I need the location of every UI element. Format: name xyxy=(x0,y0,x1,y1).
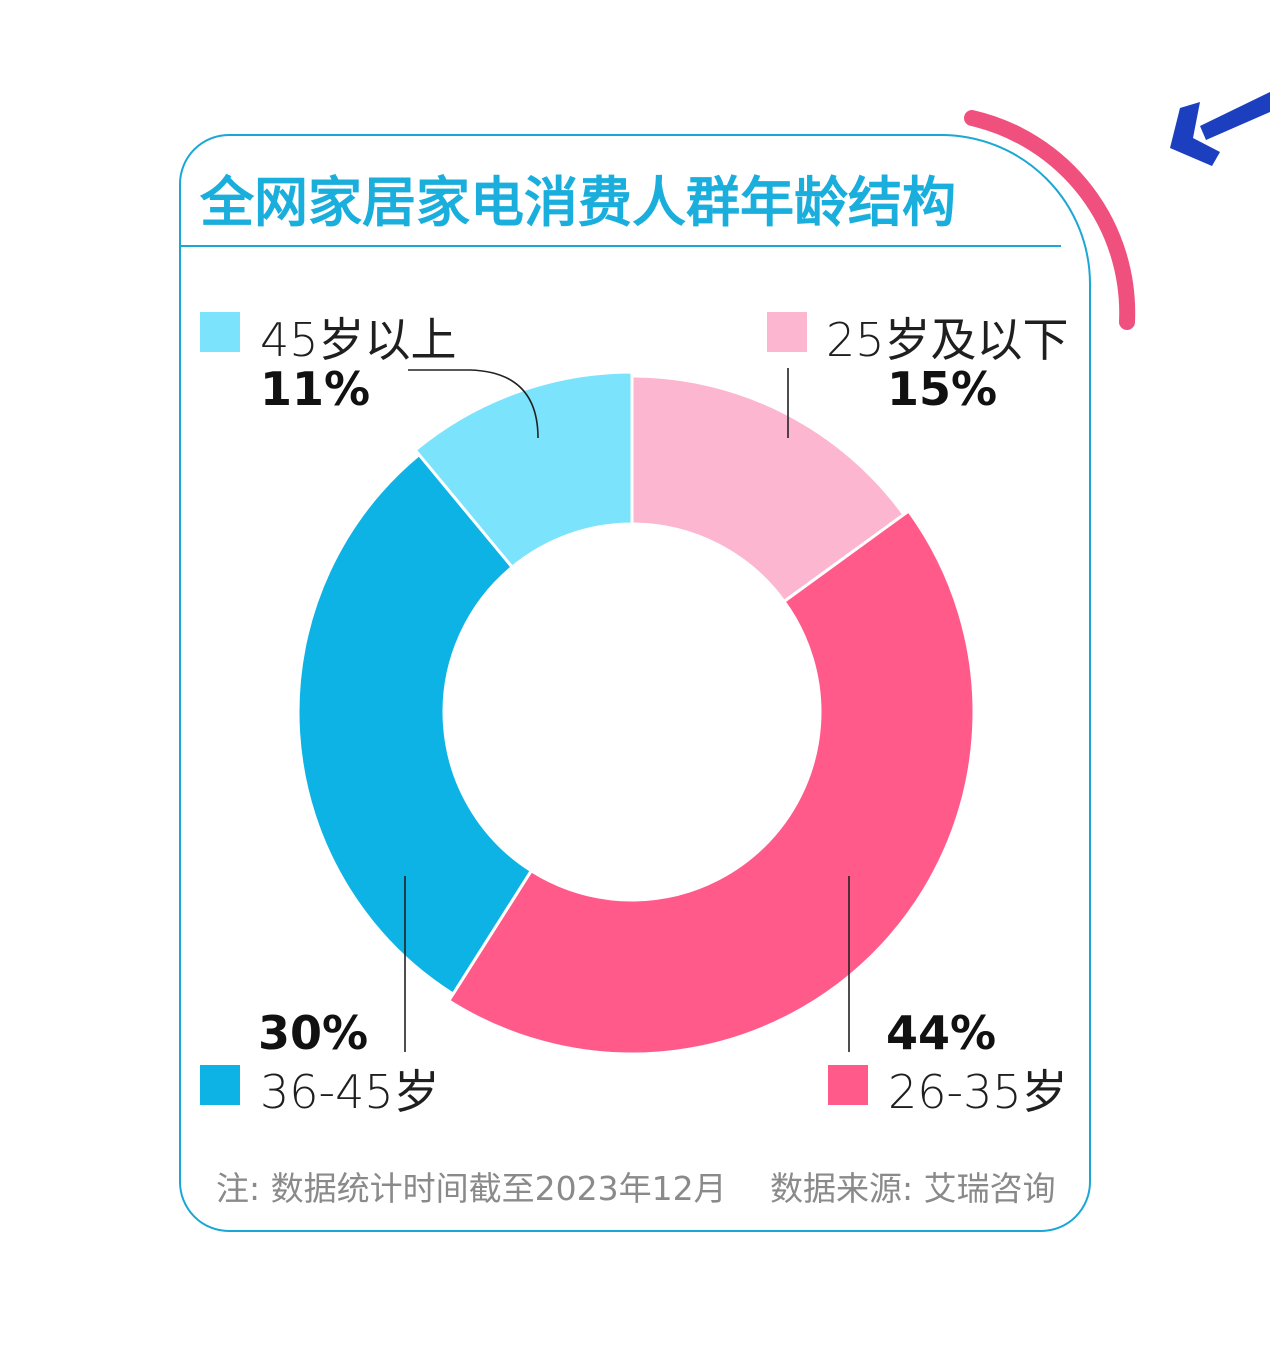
slice-36-45 xyxy=(296,453,533,996)
legend-swatch-26-35 xyxy=(828,1065,868,1105)
footer-note: 注: 数据统计时间截至2023年12月 xyxy=(216,1169,727,1208)
pct-label-36-45: 30% xyxy=(258,1006,369,1060)
legend-label-45-plus: 45岁以上 xyxy=(260,313,457,367)
slice-26-35 xyxy=(447,509,976,1056)
pink-arc-decoration xyxy=(964,110,1136,330)
pct-label-45-plus: 11% xyxy=(260,362,371,416)
legend-label-25-below: 25岁及以下 xyxy=(826,313,1069,367)
chart-card xyxy=(179,134,1091,1232)
navy-arrow-head-decoration xyxy=(1170,102,1220,166)
slice-25-below xyxy=(630,374,906,603)
footer-source: 数据来源: 艾瑞咨询 xyxy=(770,1169,1056,1208)
legend-label-26-35: 26-35岁 xyxy=(888,1065,1068,1119)
legend-label-36-45: 36-45岁 xyxy=(260,1065,440,1119)
slice-45-plus xyxy=(413,370,634,569)
navy-arrow-decoration xyxy=(1200,92,1270,140)
title-divider xyxy=(181,245,1061,247)
legend-swatch-36-45 xyxy=(200,1065,240,1105)
pct-label-26-35: 44% xyxy=(886,1006,997,1060)
legend-swatch-25-below xyxy=(767,312,807,352)
pct-label-25-below: 15% xyxy=(887,362,998,416)
leader-line-45-plus xyxy=(408,369,539,439)
chart-title: 全网家居家电消费人群年龄结构 xyxy=(200,171,956,234)
legend-swatch-45-plus xyxy=(200,312,240,352)
